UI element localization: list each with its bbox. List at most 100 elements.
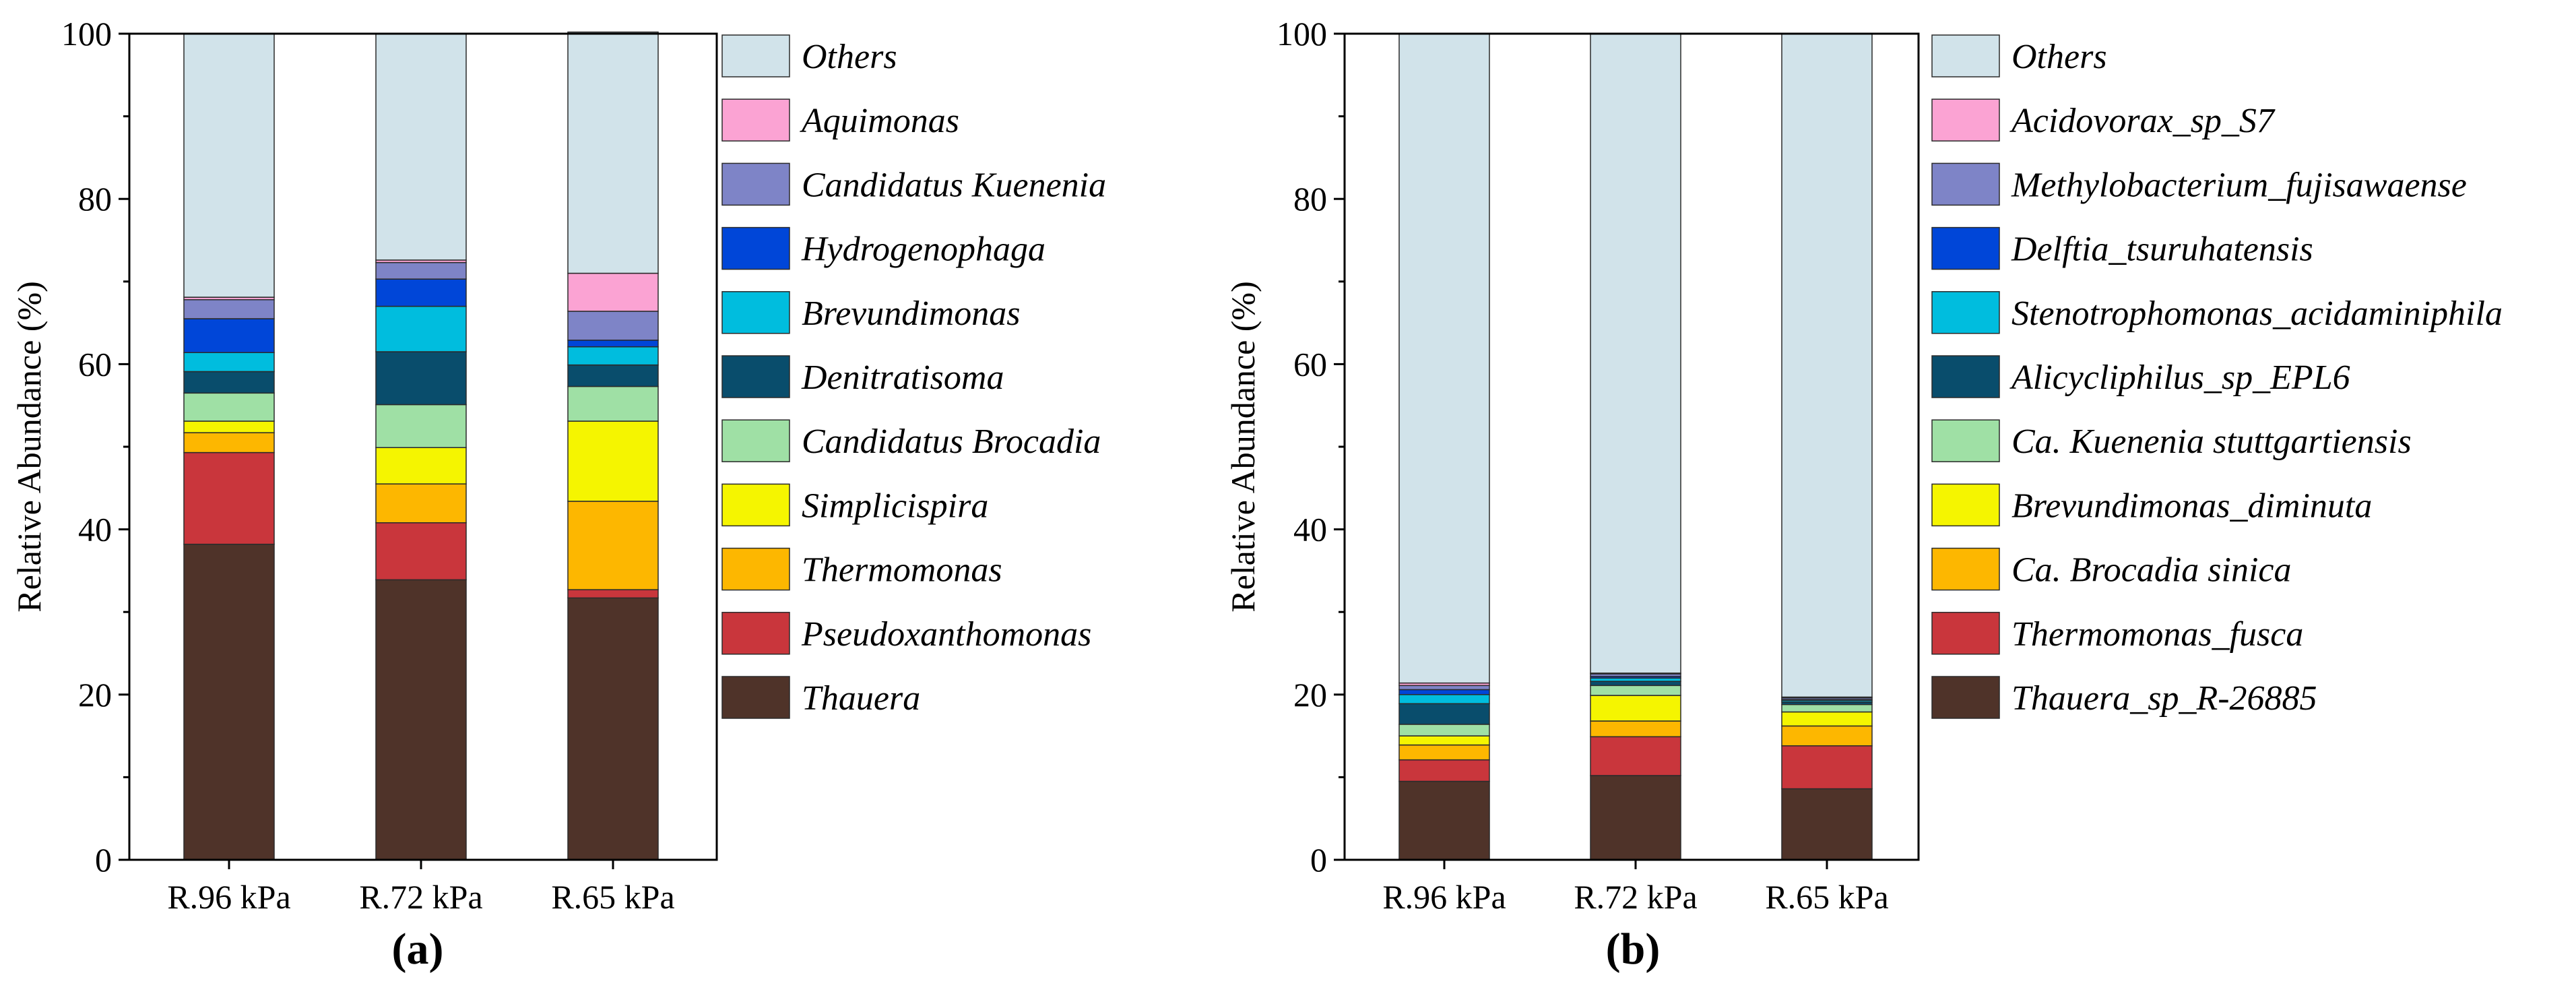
legend-swatch xyxy=(1931,547,2000,591)
y-tick-label: 40 xyxy=(1293,511,1327,548)
bar-segment-denitratisoma-2 xyxy=(375,351,467,406)
bar-segment-simplicispira-1 xyxy=(183,420,275,433)
legend-label: Denitratisoma xyxy=(801,358,1004,397)
x-tick-label: R.65 kPa xyxy=(551,878,674,916)
y-tick-label: 0 xyxy=(1310,841,1327,879)
bar-segment-delftia-tsuruhatensis-1 xyxy=(1398,689,1490,695)
bar-segment-thauera-1 xyxy=(183,543,275,860)
y-axis-title: Relative Abundance (%) xyxy=(10,281,48,612)
x-tick-label: R.72 kPa xyxy=(1574,878,1697,916)
legend-label: Stenotrophomonas_acidaminiphila xyxy=(2011,294,2503,333)
bar-segment-thauera-sp-r-26885-1 xyxy=(1398,780,1490,860)
bar-segment-thauera-3 xyxy=(567,597,659,860)
legend-swatch xyxy=(721,419,790,462)
legend-swatch xyxy=(721,483,790,527)
legend-label: Thermomonas xyxy=(802,551,1002,590)
legend-swatch xyxy=(721,547,790,591)
bar-segment-candidatus-kuenenia-1 xyxy=(183,299,275,319)
x-tick-label: R.96 kPa xyxy=(1382,878,1506,916)
bar-segment-pseudoxanthomonas-1 xyxy=(183,451,275,545)
x-tick-label: R.65 kPa xyxy=(1765,878,1888,916)
bar-segment-alicycliphilus-sp-epl6-2 xyxy=(1590,681,1681,687)
bar-segment-others-3 xyxy=(1781,33,1873,698)
panel-a-chart: R.96 kPa R.72 kPa R.65 kPa 0 20 40 60 80 100 Rela… xyxy=(10,15,1106,974)
y-tick-label: 20 xyxy=(1293,676,1327,714)
legend-label: Alicycliphilus_sp_EPL6 xyxy=(2009,358,2350,397)
bar-segment-others-3 xyxy=(567,31,659,274)
bar-segment-thermomonas-fusca-2 xyxy=(1590,736,1681,776)
legend-label: Others xyxy=(802,38,897,76)
bar-segment-thermomonas-1 xyxy=(183,432,275,453)
bar-segment-aquimonas-3 xyxy=(567,272,659,312)
y-tick-label: 80 xyxy=(1293,180,1327,218)
legend-label: Acidovorax_sp_S7 xyxy=(2009,102,2276,140)
legend-swatch xyxy=(721,226,790,270)
bar-segment-others-1 xyxy=(1398,33,1490,684)
legend-swatch xyxy=(1931,612,2000,655)
legend-label: Brevundimonas xyxy=(802,294,1020,333)
bar-segment-brevundimonas-diminuta-1 xyxy=(1398,735,1490,746)
legend-swatch xyxy=(721,162,790,206)
legend-swatch xyxy=(721,98,790,142)
bar-segment-brevundimonas-3 xyxy=(567,346,659,366)
bar-segment-ca-kuenenia-stuttgartiensis-3 xyxy=(1781,703,1873,713)
bar-segment-brevundimonas-1 xyxy=(183,352,275,373)
y-tick-label: 60 xyxy=(1293,345,1327,383)
legend-label: Candidatus Brocadia xyxy=(802,422,1101,461)
bar-segment-thermomonas-fusca-1 xyxy=(1398,759,1490,782)
bar-segment-brevundimonas-diminuta-2 xyxy=(1590,695,1681,722)
legend-label: Simplicispira xyxy=(802,487,988,525)
panel-b-chart: R.96 kPa R.72 kPa R.65 kPa 0 20 40 60 80 100 Rela… xyxy=(1224,15,2503,974)
bar-segment-others-2 xyxy=(1590,33,1681,674)
bar-segment-denitratisoma-3 xyxy=(567,364,659,387)
y-tick-label: 100 xyxy=(61,15,112,53)
bar-segment-hydrogenophaga-3 xyxy=(567,340,659,348)
bar-segment-thauera-sp-r-26885-3 xyxy=(1781,788,1873,860)
legend-label: Others xyxy=(2011,38,2107,76)
legend-swatch xyxy=(1931,419,2000,462)
bar-segment-methylobacterium-fujisawaense-1 xyxy=(1398,685,1490,691)
bar-segment-simplicispira-2 xyxy=(375,447,467,484)
y-tick-label: 40 xyxy=(78,511,112,548)
bar-segment-denitratisoma-1 xyxy=(183,371,275,394)
bar-segment-pseudoxanthomonas-3 xyxy=(567,589,659,599)
legend-label: Hydrogenophaga xyxy=(801,230,1045,269)
legend-label: Pseudoxanthomonas xyxy=(801,615,1091,654)
y-axis-title: Relative Abundance (%) xyxy=(1224,281,1262,612)
bar-segment-candidatus-kuenenia-3 xyxy=(567,311,659,341)
legend-swatch xyxy=(1931,676,2000,719)
bar-segment-ca-kuenenia-stuttgartiensis-2 xyxy=(1590,685,1681,696)
bar-segment-candidatus-brocadia-3 xyxy=(567,385,659,422)
bar-segment-others-2 xyxy=(375,33,467,261)
bar-segment-candidatus-brocadia-1 xyxy=(183,392,275,422)
y-tick-label: 0 xyxy=(95,841,112,879)
y-tick-label: 80 xyxy=(78,180,112,218)
legend-label: Brevundimonas_diminuta xyxy=(2011,487,2372,525)
y-tick-label: 60 xyxy=(78,345,112,383)
legend-swatch xyxy=(721,355,790,398)
legend-label: Thauera xyxy=(802,679,920,718)
legend-label: Thauera_sp_R-26885 xyxy=(2011,679,2317,718)
panel-label: (a) xyxy=(392,924,444,974)
bar-segment-ca-brocadia-sinica-1 xyxy=(1398,744,1490,761)
bar-segment-thermomonas-2 xyxy=(375,483,467,524)
bar-segment-thermomonas-fusca-3 xyxy=(1781,745,1873,790)
bar-segment-stenotrophomonas-acidaminiphila-1 xyxy=(1398,694,1490,705)
legend-swatch xyxy=(1931,483,2000,527)
y-tick-label: 20 xyxy=(78,676,112,714)
legend-swatch xyxy=(721,291,790,334)
legend-label: Ca. Brocadia sinica xyxy=(2011,551,2292,590)
x-tick-label: R.96 kPa xyxy=(167,878,290,916)
bar-segment-alicycliphilus-sp-epl6-1 xyxy=(1398,703,1490,725)
bar-segment-thauera-2 xyxy=(375,579,467,860)
bar-segment-brevundimonas-diminuta-3 xyxy=(1781,711,1873,727)
x-tick-label: R.72 kPa xyxy=(359,878,482,916)
legend-swatch xyxy=(721,676,790,719)
legend-swatch xyxy=(721,34,790,77)
bar-segment-simplicispira-3 xyxy=(567,420,659,502)
bar-segment-ca-brocadia-sinica-3 xyxy=(1781,725,1873,747)
legend-swatch xyxy=(1931,291,2000,334)
bar-segment-thauera-sp-r-26885-2 xyxy=(1590,775,1681,860)
legend-swatch xyxy=(1931,98,2000,142)
legend-label: Candidatus Kuenenia xyxy=(802,166,1106,204)
